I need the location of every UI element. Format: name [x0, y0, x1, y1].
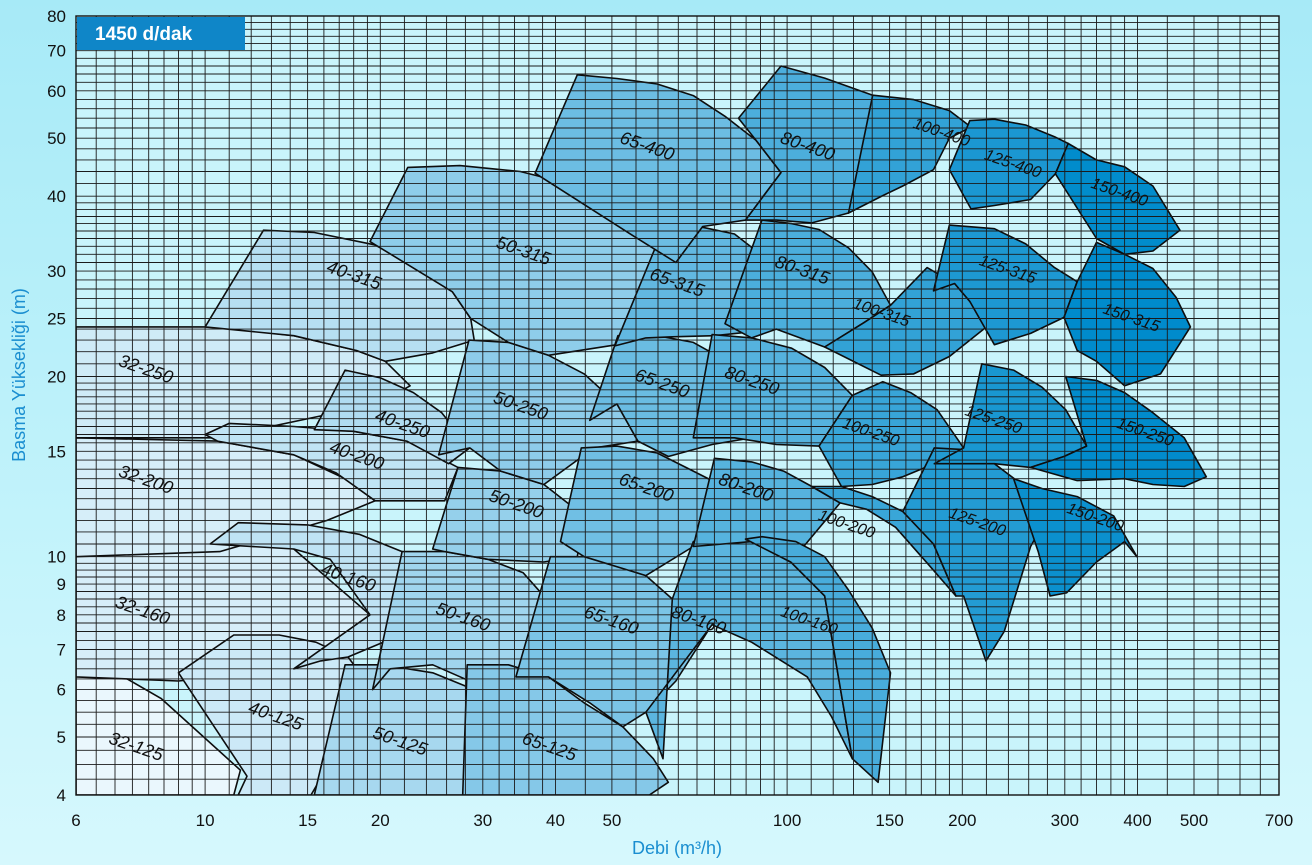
x-tick-label: 400: [1123, 811, 1151, 830]
x-tick-label: 50: [602, 811, 621, 830]
x-tick-label: 150: [875, 811, 903, 830]
x-tick-label: 200: [948, 811, 976, 830]
y-axis-title: Basma Yüksekliği (m): [9, 288, 29, 462]
region-125-250: [933, 362, 1088, 469]
y-tick-label: 30: [47, 262, 66, 281]
plot-frame: [75, 15, 1280, 796]
speed-badge: 1450 d/dak: [77, 17, 245, 50]
y-tick-label: 50: [47, 129, 66, 148]
y-tick-label: 60: [47, 82, 66, 101]
x-tick-label: 10: [196, 811, 215, 830]
y-tick-label: 10: [47, 548, 66, 567]
x-tick-label: 100: [773, 811, 801, 830]
x-tick-label: 300: [1051, 811, 1079, 830]
y-tick-label: 6: [57, 681, 66, 700]
speed-badge-text: 1450 d/dak: [95, 24, 193, 45]
x-tick-label: 700: [1265, 811, 1293, 830]
y-tick-label: 5: [57, 728, 66, 747]
region-150-315: [1063, 241, 1192, 387]
y-tick-label: 4: [57, 786, 66, 805]
region-80-250: [692, 333, 854, 447]
y-tick-label: 9: [57, 575, 66, 594]
x-tick-label: 40: [546, 811, 565, 830]
y-tick-label: 80: [47, 7, 66, 26]
x-tick-label: 20: [371, 811, 390, 830]
region-100-160: [744, 535, 892, 784]
y-tick-label: 7: [57, 641, 66, 660]
x-axis-title: Debi (m³/h): [632, 838, 722, 858]
y-tick-label: 70: [47, 42, 66, 61]
y-tick-label: 15: [47, 442, 66, 461]
y-tick-label: 40: [47, 187, 66, 206]
speed-badge-box: [77, 17, 245, 50]
y-axis-ticks: 4 5 6 7 8 9 10 15 20 25 30 40 50 60 70 80: [47, 7, 66, 805]
y-tick-label: 25: [47, 310, 66, 329]
y-tick-label: 8: [57, 606, 66, 625]
x-tick-label: 500: [1180, 811, 1208, 830]
x-tick-label: 30: [473, 811, 492, 830]
grid-lines: [76, 16, 1279, 795]
region-32-125: [76, 648, 242, 795]
x-axis-ticks: 6 10 15 20 30 40 50 100 150 200 300 400 500 700: [71, 811, 1293, 830]
y-tick-label: 20: [47, 368, 66, 387]
x-tick-label: 15: [298, 811, 317, 830]
x-tick-label: 6: [71, 811, 80, 830]
